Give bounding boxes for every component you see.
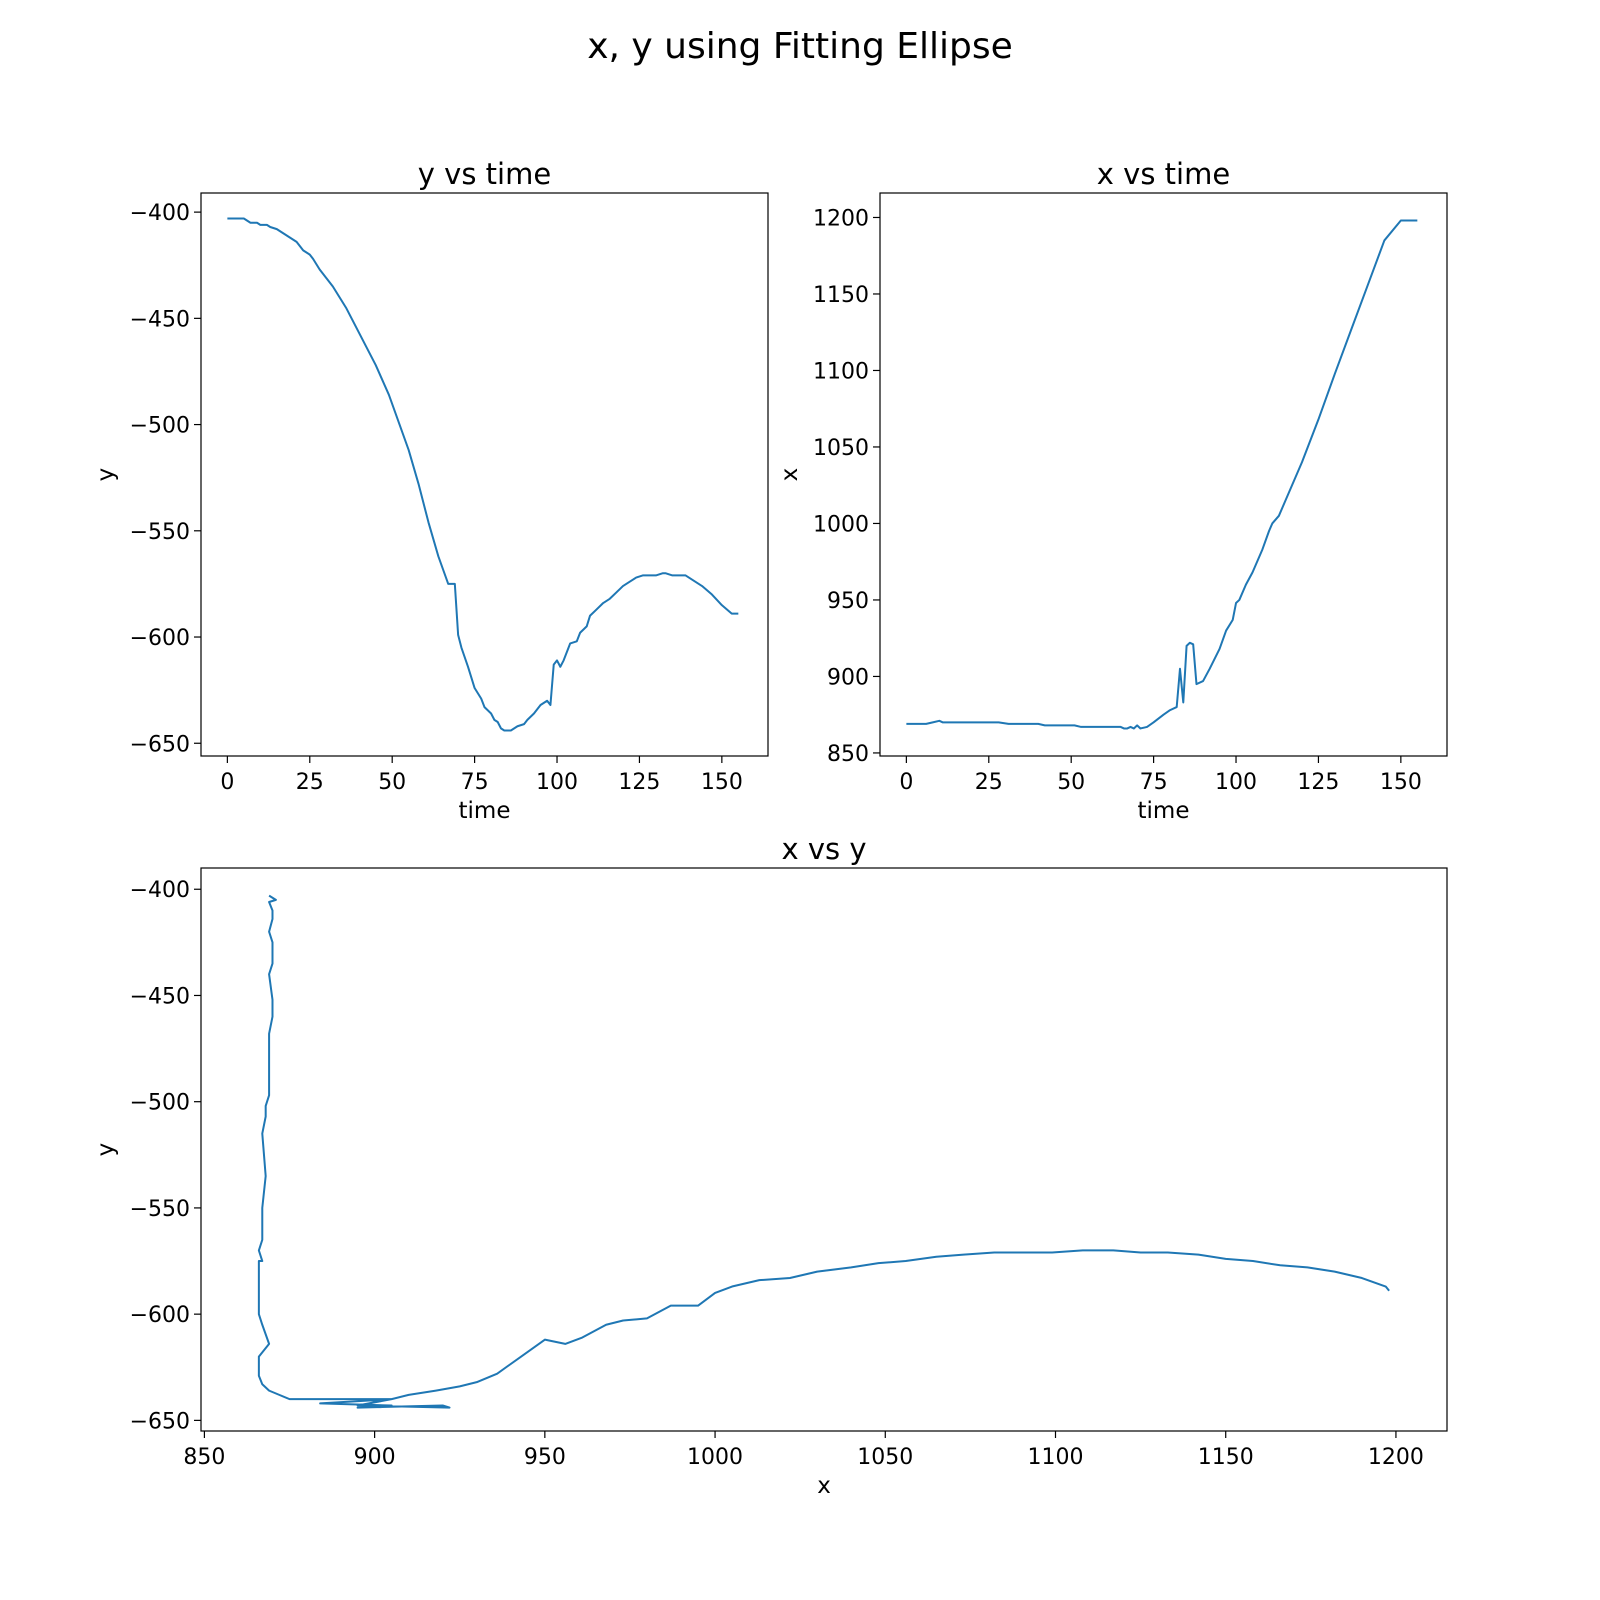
x-vs-y-y-tick-label: −600: [130, 1303, 190, 1328]
x-vs-y-x-tick-label: 1150: [1198, 1445, 1254, 1470]
x-vs-y-subplot: 850 900 950 1000 1050 1100 1150 1200 −400 −450 −50…: [93, 832, 1448, 1499]
x-vs-time-y-tick-label: 1200: [813, 206, 869, 231]
y-vs-time-series-line: [227, 217, 739, 732]
y-vs-time-x-tick-label: 125: [618, 770, 660, 795]
x-vs-y-y-tick-label: −650: [130, 1409, 190, 1434]
x-vs-y-y-tick-label: −400: [130, 878, 190, 903]
y-vs-time-y-tick-label: −450: [130, 307, 190, 332]
y-vs-time-y-tick-label: −600: [130, 626, 190, 651]
y-vs-time-x-axis-label: time: [459, 798, 511, 824]
y-vs-time-title: y vs time: [418, 157, 551, 191]
x-vs-time-x-axis-label: time: [1138, 798, 1190, 824]
y-vs-time-y-tick-label: −550: [130, 520, 190, 545]
x-vs-time-x-tick-label: 0: [899, 770, 913, 795]
x-vs-y-x-tick-label: 950: [524, 1445, 566, 1470]
x-vs-time-y-tick-label: 1100: [813, 359, 869, 384]
x-vs-time-axes-frame: [879, 192, 1448, 757]
x-vs-time-x-tick-label: 100: [1215, 770, 1257, 795]
x-vs-time-x-tick-label: 50: [1057, 770, 1085, 795]
x-vs-time-y-tick-label: 850: [827, 742, 869, 767]
figure-title: x, y using Fitting Ellipse: [587, 26, 1013, 67]
x-vs-y-y-tick-label: −500: [130, 1091, 190, 1116]
x-vs-y-x-tick-label: 1050: [857, 1445, 913, 1470]
y-vs-time-x-tick-label: 150: [701, 770, 743, 795]
y-vs-time-x-tick-label: 50: [378, 770, 406, 795]
x-vs-time-subplot: 0 25 50 75 100 125 150 850 900 950 1000 1050 1100 115…: [777, 157, 1448, 824]
x-vs-time-y-axis-label: x: [777, 468, 803, 482]
x-vs-y-x-tick-label: 1100: [1027, 1445, 1083, 1470]
y-vs-time-x-tick-label: 25: [296, 770, 324, 795]
y-vs-time-x-tick-label: 75: [461, 770, 489, 795]
x-vs-y-series-line: [257, 894, 1390, 1409]
y-vs-time-subplot: 0 25 50 75 100 125 150 −400 −450 −500 −550 −600 −650…: [93, 157, 769, 824]
y-vs-time-y-tick-label: −500: [130, 414, 190, 439]
y-vs-time-y-axis-label: y: [93, 468, 119, 482]
x-vs-time-x-tick-label: 150: [1380, 770, 1422, 795]
x-vs-y-y-tick-label: −550: [130, 1197, 190, 1222]
x-vs-time-series-line: [906, 219, 1418, 730]
x-vs-y-x-tick-label: 900: [354, 1445, 396, 1470]
y-vs-time-axes-frame: [200, 192, 769, 757]
y-vs-time-x-tick-label: 100: [536, 770, 578, 795]
x-vs-time-y-tick-label: 900: [827, 665, 869, 690]
y-vs-time-x-tick-label: 0: [220, 770, 234, 795]
x-vs-y-x-tick-label: 1000: [687, 1445, 743, 1470]
y-vs-time-y-tick-label: −650: [130, 732, 190, 757]
x-vs-y-x-axis-label: x: [817, 1473, 831, 1499]
x-vs-time-title: x vs time: [1097, 157, 1230, 191]
subplots: 0 25 50 75 100 125 150 −400 −450 −500 −550 −600 −650…: [93, 157, 1448, 1499]
x-vs-time-y-tick-label: 1000: [813, 512, 869, 537]
x-vs-time-x-tick-label: 25: [975, 770, 1003, 795]
y-vs-time-y-tick-label: −400: [130, 201, 190, 226]
x-vs-time-y-tick-label: 1050: [813, 436, 869, 461]
x-vs-y-y-axis-label: y: [93, 1143, 119, 1157]
x-vs-time-x-tick-label: 125: [1297, 770, 1339, 795]
x-vs-time-y-tick-label: 1150: [813, 283, 869, 308]
x-vs-time-x-tick-label: 75: [1140, 770, 1168, 795]
x-vs-time-y-tick-label: 950: [827, 589, 869, 614]
x-vs-y-x-tick-label: 850: [183, 1445, 225, 1470]
x-vs-y-y-tick-label: −450: [130, 984, 190, 1009]
x-vs-y-title: x vs y: [781, 832, 866, 866]
x-vs-y-axes-frame: [200, 867, 1448, 1432]
x-vs-y-x-tick-label: 1200: [1368, 1445, 1424, 1470]
